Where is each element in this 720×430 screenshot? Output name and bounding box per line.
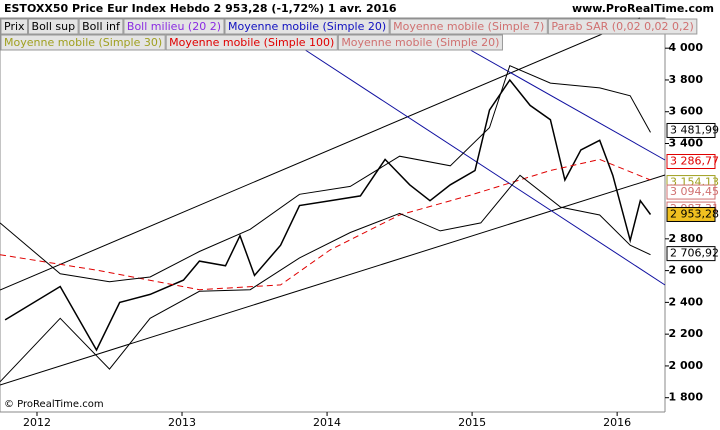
price-label: 3 481,99 — [670, 123, 719, 136]
legend-button — [224, 18, 390, 35]
source: www.ProRealTime.com — [572, 2, 714, 15]
price-label-box — [666, 246, 716, 262]
price-label-box — [666, 153, 716, 169]
y-tick-label: 2 200 — [669, 327, 704, 340]
y-tick-label: 2 400 — [669, 295, 704, 308]
legend-button — [337, 34, 503, 51]
trendline — [0, 17, 641, 291]
series-line — [4, 78, 652, 352]
legend-label: Prix — [4, 20, 25, 33]
x-tick-label: 2014 — [313, 416, 341, 429]
trendline — [434, 29, 666, 161]
price-label-box — [666, 122, 716, 138]
y-tick-label: 2 000 — [669, 359, 704, 372]
legend-label: Moyenne mobile (Simple 20) — [341, 36, 499, 49]
legend-button — [389, 18, 548, 35]
legend-button — [547, 18, 698, 35]
plot-area — [0, 17, 666, 413]
price-label: 3 094,45 — [670, 185, 719, 198]
y-tick-label: 4 000 — [669, 41, 704, 54]
chart-title: ESTOXX50 Price Eur Index Hebdo 2 953,28 … — [4, 2, 397, 15]
axes: 2012 2013 2014 2015 2016 1 800 2 000 2 200 2 400… — [0, 41, 720, 430]
legend-button — [165, 34, 338, 51]
legend-button — [0, 18, 29, 35]
legend-label: Moyenne mobile (Simple 20) — [228, 20, 386, 33]
price-label: 2 953,28 — [670, 207, 719, 220]
x-tick-label: 2012 — [23, 416, 51, 429]
legend-label: Parab SAR (0,02 0,02 0,2) — [551, 20, 694, 33]
price-label-box — [666, 184, 716, 200]
series-line — [0, 65, 651, 283]
x-axis-band — [0, 412, 720, 430]
x-tick-label: 2016 — [603, 416, 631, 429]
y-tick-label: 2 600 — [669, 264, 704, 277]
x-tick-label: 2015 — [458, 416, 486, 429]
legend-label: Moyenne mobile (Simple 7) — [393, 20, 544, 33]
legend-button — [123, 18, 225, 35]
legend-button — [28, 18, 79, 35]
legend-label: Boll milieu (20 2) — [127, 20, 221, 33]
series-layer — [0, 65, 652, 383]
price-label: 3 286,77 — [670, 154, 719, 167]
legend-label: Moyenne mobile (Simple 30) — [4, 36, 162, 49]
footer: © ProRealTime.com — [4, 399, 104, 410]
y-tick-label: 3 400 — [669, 137, 704, 150]
legend-button — [0, 34, 166, 51]
price-label-box — [666, 206, 716, 222]
series-line — [0, 158, 651, 291]
price-label: 2 706,92 — [670, 247, 719, 260]
y-tick-label: 3 800 — [669, 73, 704, 86]
trendline — [0, 174, 666, 386]
legend-label: Boll inf — [82, 20, 121, 33]
y-tick-label: 2 800 — [669, 232, 704, 245]
series-line — [0, 174, 651, 383]
x-tick-label: 2013 — [168, 416, 196, 429]
y-tick-label: 1 800 — [669, 391, 704, 404]
legend-button — [78, 18, 124, 35]
legend-label: Moyenne mobile (Simple 100) — [169, 36, 334, 49]
y-tick-label: 3 600 — [669, 105, 704, 118]
legend-label: Boll sup — [32, 20, 76, 33]
